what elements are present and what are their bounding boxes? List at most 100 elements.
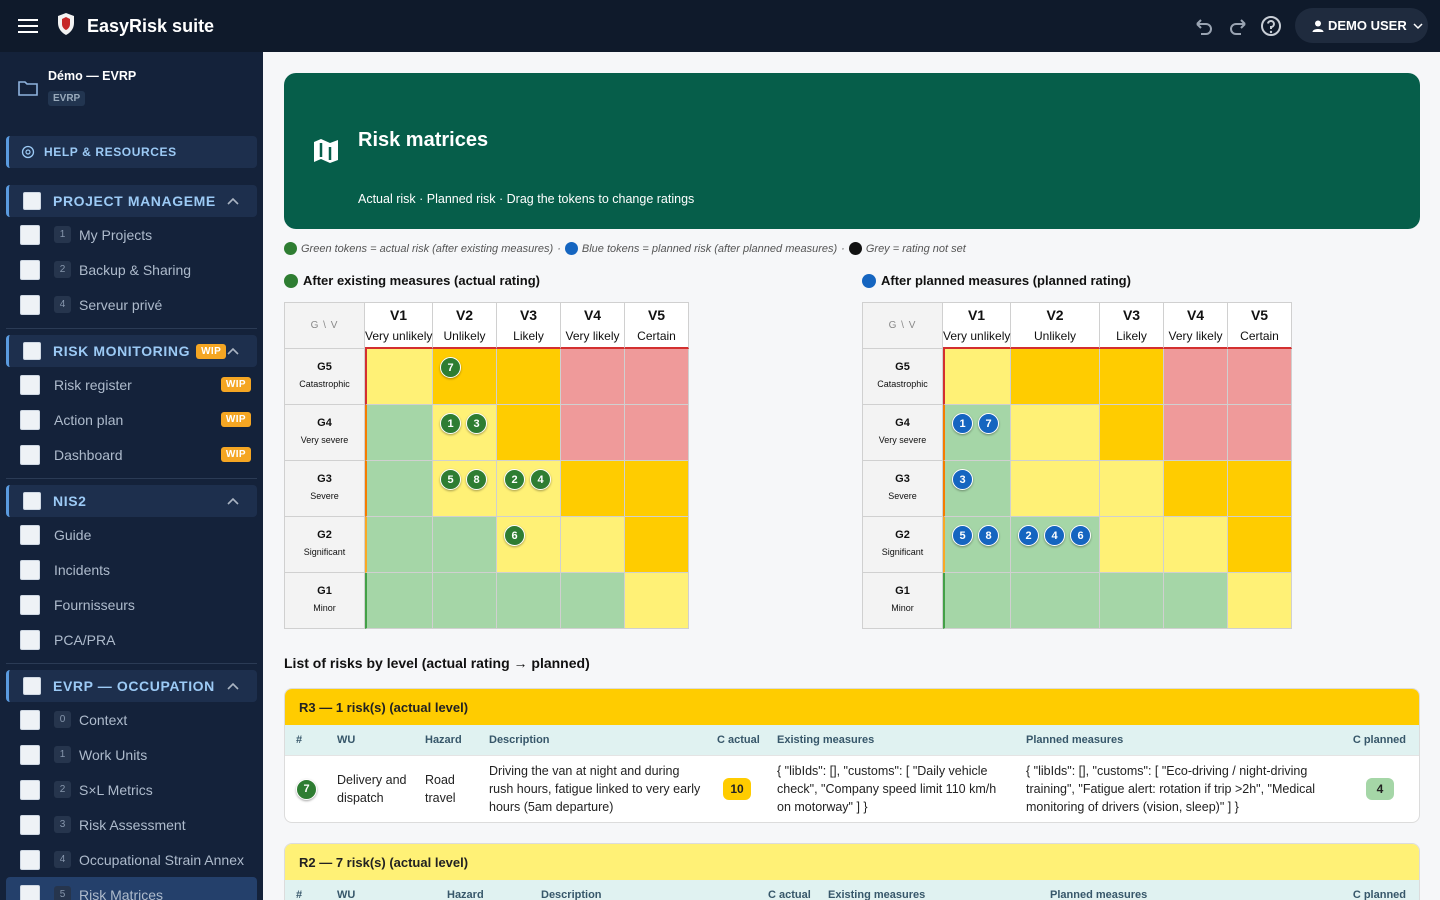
nav-item[interactable]: PCA/PRA (6, 622, 257, 657)
section-header[interactable]: EVRP — OCCUPATIONAL (6, 670, 257, 702)
matrix-cell (1164, 573, 1228, 629)
matrix-cell (1164, 461, 1228, 517)
group-columns: # WU Hazard Description C actual Existing mea… (285, 880, 1419, 900)
risk-token[interactable]: 4 (530, 469, 551, 490)
risk-matrix: G \ V V1 Very unlikely V2 Unlikely V3 Likely V4… (862, 302, 1292, 629)
risk-token[interactable]: 8 (466, 469, 487, 490)
nav-icon (20, 294, 40, 315)
risk-group: R2 — 7 risk(s) (actual level) # WU Hazard De… (284, 843, 1420, 900)
risk-token[interactable]: 1 (440, 413, 461, 434)
row-label: Minor (313, 603, 336, 613)
nav-item[interactable]: Risk register WIP (6, 367, 257, 402)
risk-token[interactable]: 6 (1070, 525, 1091, 546)
row-label: Significant (881, 547, 924, 557)
nav-item[interactable]: 1 My Projects (6, 217, 257, 252)
nav-label: Context (79, 711, 128, 728)
legend: Green tokens = actual risk (after existi… (284, 242, 966, 255)
matrix-cell (1228, 573, 1292, 629)
user-menu[interactable]: DEMO USER (1295, 8, 1428, 43)
cell-wu: Delivery and dispatch (337, 756, 425, 822)
nav-label: Fournisseurs (54, 596, 135, 613)
risk-token[interactable]: 1 (952, 413, 973, 434)
column-code: V2 (455, 307, 474, 323)
risk-token[interactable]: 5 (440, 469, 461, 490)
nav-icon (20, 259, 40, 280)
nav-item[interactable]: 3 Risk Assessment (6, 807, 257, 842)
column-header: Planned measures (1050, 889, 1148, 900)
risk-token[interactable]: 5 (952, 525, 973, 546)
nav-item[interactable]: 5 Risk Matrices (6, 877, 257, 900)
nav-item[interactable]: 2 Backup & Sharing (6, 252, 257, 287)
help-label: HELP & RESOURCES (44, 145, 177, 159)
matrix-cell (561, 573, 625, 629)
cell-text: Delivery and dispatch (337, 773, 407, 805)
column-label: Very unlikely (943, 329, 1011, 343)
nav-badge: WIP (220, 412, 251, 427)
nav-item[interactable]: Guide (6, 517, 257, 552)
risk-token[interactable]: 3 (466, 413, 487, 434)
matrix-cell (1164, 405, 1228, 461)
nav-item[interactable]: Action plan WIP (6, 402, 257, 437)
menu-button[interactable] (18, 16, 38, 36)
risk-token[interactable]: 8 (978, 525, 999, 546)
column-code: V3 (519, 307, 538, 323)
column-header: V2 Unlikely (1011, 303, 1100, 349)
section-header[interactable]: NIS2 (6, 485, 257, 517)
legend-separator: · (841, 242, 845, 255)
help-button[interactable]: HELP & RESOURCES (6, 136, 257, 168)
matrix-cell (1100, 461, 1164, 517)
column-header: Hazard (425, 734, 462, 746)
column-header: WU (337, 734, 356, 746)
column-label: Unlikely (443, 329, 486, 343)
section-icon (23, 342, 41, 360)
matrix-cell (1100, 405, 1164, 461)
row-header: G2 Significant (285, 517, 365, 573)
legend-text: Grey = rating not set (865, 242, 966, 255)
cell-text: { "libIds": [], "customs": [ "Eco-drivin… (1026, 764, 1316, 814)
matrix-title-dot (284, 273, 298, 288)
matrix-cell (943, 349, 1011, 405)
nav-item[interactable]: Dashboard WIP (6, 437, 257, 472)
nav-item[interactable]: 0 Context (6, 702, 257, 737)
nav-item[interactable]: 1 Work Units (6, 737, 257, 772)
header-subtitle: Actual risk · Planned risk · Drag the to… (358, 192, 695, 206)
section-header[interactable]: RISK MONITORING WIP (6, 335, 257, 367)
column-label: Very unlikely (365, 329, 433, 343)
project-code: EVRP (48, 91, 86, 106)
matrix-cell (625, 405, 689, 461)
column-header: C planned (1352, 889, 1406, 900)
section-icon (23, 492, 41, 510)
risk-token[interactable]: 4 (1044, 525, 1065, 546)
nav-item[interactable]: 4 Occupational Strain Annex (6, 842, 257, 877)
column-header: V1 Very unlikely (943, 303, 1011, 349)
nav-item[interactable]: 2 S×L Metrics (6, 772, 257, 807)
section-icon (23, 677, 41, 695)
nav-icon (20, 559, 40, 580)
risk-token[interactable]: 7 (440, 357, 461, 378)
toolbar-icons[interactable] (1193, 16, 1293, 38)
nav-item[interactable]: 4 Serveur privé (6, 287, 257, 322)
row-code: G4 (895, 417, 910, 429)
risk-token[interactable]: 7 (978, 413, 999, 434)
row-code: G2 (895, 529, 910, 541)
nav-label: Work Units (79, 746, 148, 763)
risk-token[interactable]: 3 (952, 469, 973, 490)
nav-item[interactable]: Fournisseurs (6, 587, 257, 622)
row-header: G4 Very severe (285, 405, 365, 461)
risk-token[interactable]: 2 (504, 469, 525, 490)
column-label: Certain (1240, 329, 1279, 343)
nav-item[interactable]: Incidents (6, 552, 257, 587)
corner-label: G \ V (888, 320, 917, 331)
column-header: V1 Very unlikely (365, 303, 433, 349)
column-header: # (296, 889, 303, 900)
risk-token[interactable]: 2 (1018, 525, 1039, 546)
column-header: V5 Certain (1228, 303, 1292, 349)
matrix-cell (1228, 461, 1292, 517)
risk-token[interactable]: 6 (504, 525, 525, 546)
column-label: Unlikely (1033, 329, 1076, 343)
row-label: Severe (888, 491, 917, 501)
section-header[interactable]: PROJECT MANAGEMEN (6, 185, 257, 217)
nav-number: 2 (54, 261, 71, 278)
